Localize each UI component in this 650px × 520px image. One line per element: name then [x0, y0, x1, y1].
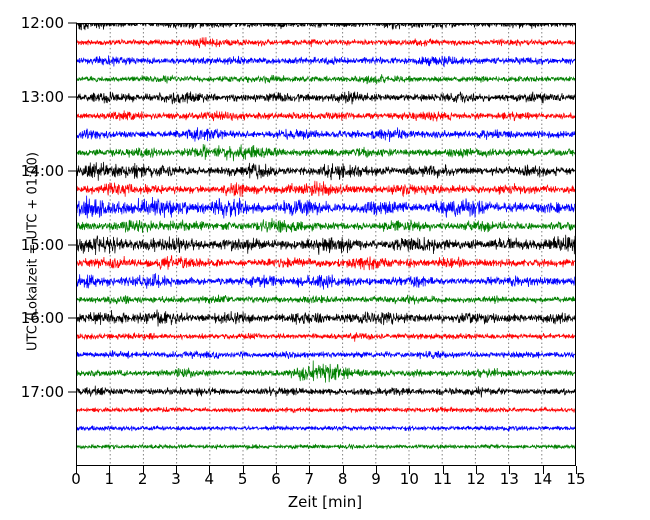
x-tick-mark	[76, 466, 77, 474]
x-tick-mark	[509, 466, 511, 474]
x-tick-label-9: 9	[371, 470, 381, 488]
x-tick-mark	[342, 466, 344, 474]
x-tick-mark	[376, 466, 377, 474]
x-tick-label-10: 10	[399, 470, 419, 488]
x-tick-label-6: 6	[271, 470, 281, 488]
trace-16-00	[77, 309, 575, 327]
x-tick-label-2: 2	[137, 470, 148, 488]
x-tick-mark	[176, 466, 177, 474]
y-tick-label-13-00: 13:00	[20, 87, 64, 106]
y-tick-mark	[68, 317, 77, 319]
x-tick-label-3: 3	[171, 470, 181, 488]
x-tick-label-7: 7	[304, 470, 315, 488]
plot-area	[76, 23, 576, 466]
y-tick-mark	[68, 22, 77, 24]
trace-12-00	[77, 24, 575, 31]
x-tick-label-4: 4	[204, 470, 215, 488]
x-tick-mark	[409, 466, 411, 474]
trace-13-00	[77, 90, 575, 105]
trace-16-45	[77, 360, 575, 383]
x-tick-mark	[109, 466, 111, 474]
x-tick-label-12: 12	[466, 470, 486, 488]
trace-16-30	[77, 350, 575, 360]
y-tick-label-14-00: 14:00	[20, 161, 64, 180]
trace-12-30	[77, 55, 575, 68]
trace-14-15	[77, 180, 575, 198]
x-tick-label-0: 0	[71, 470, 81, 488]
x-tick-mark	[276, 466, 277, 474]
x-tick-mark	[242, 466, 244, 474]
trace-14-00	[77, 161, 575, 181]
trace-15-30	[77, 273, 575, 290]
y-tick-mark	[68, 244, 77, 245]
trace-14-30	[77, 195, 575, 219]
y-tick-mark	[68, 170, 77, 172]
trace-17-15	[77, 406, 575, 414]
y-tick-mark	[68, 96, 77, 98]
x-tick-label-5: 5	[237, 470, 248, 488]
trace-13-30	[77, 127, 575, 143]
trace-16-15	[77, 332, 575, 342]
x-tick-mark	[476, 466, 477, 474]
y-tick-label-16-00: 16:00	[20, 309, 64, 328]
x-tick-mark	[142, 466, 144, 474]
x-tick-mark	[209, 466, 211, 474]
trace-12-45	[77, 74, 575, 85]
x-axis-label: Zeit [min]	[287, 493, 363, 511]
trace-17-30	[77, 425, 575, 433]
x-tick-label-8: 8	[337, 470, 348, 488]
x-tick-label-15: 15	[566, 470, 586, 488]
x-tick-label-1: 1	[104, 470, 115, 488]
x-tick-mark	[542, 466, 544, 474]
x-tick-mark	[309, 466, 311, 474]
trace-13-45	[77, 143, 575, 162]
y-tick-label-17-00: 17:00	[20, 383, 64, 402]
x-tick-label-11: 11	[433, 470, 453, 488]
x-tick-label-13: 13	[499, 470, 519, 488]
x-tick-mark	[442, 466, 444, 474]
trace-15-00	[77, 234, 575, 255]
x-tick-mark	[576, 466, 577, 474]
x-tick-label-14: 14	[533, 470, 553, 488]
trace-13-15	[77, 110, 575, 122]
trace-14-45	[77, 218, 575, 233]
y-tick-label-15-00: 15:00	[20, 235, 64, 254]
y-tick-mark	[68, 391, 77, 393]
y-tick-label-12-00: 12:00	[20, 14, 64, 32]
trace-17-00	[77, 385, 575, 398]
trace-12-15	[77, 37, 575, 49]
trace-15-15	[77, 255, 575, 271]
trace-15-45	[77, 294, 575, 305]
trace-17-45	[77, 443, 575, 451]
seismogram-traces	[77, 24, 575, 451]
